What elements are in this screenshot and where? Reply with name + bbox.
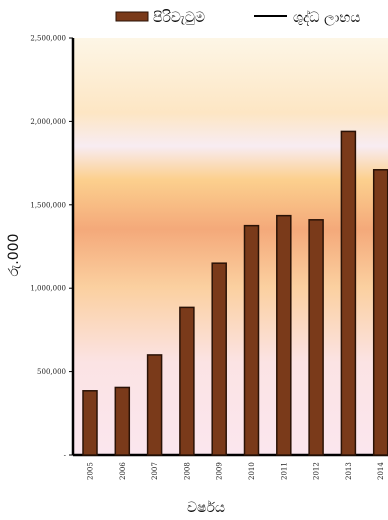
bar-2011 (276, 214, 292, 456)
y-tick-label: 2,500,000 (30, 35, 66, 43)
x-tick-label: 2010 (248, 462, 256, 480)
legend-swatch-turnover (115, 11, 149, 22)
x-tick-label: 2008 (183, 462, 191, 480)
plot-area (73, 38, 388, 454)
legend: පිරිවැටුම ශුද්ධ ලාභය (115, 10, 360, 26)
x-axis-title: වර්ෂය (187, 500, 225, 516)
bar-2006 (114, 386, 131, 456)
x-tick-label: 2009 (216, 462, 224, 480)
bar-2012 (308, 219, 324, 456)
y-axis-title: රු.000 (6, 234, 22, 277)
bar-2014 (372, 169, 388, 456)
y-ticks: - 500,000 1,000,000 1,500,000 2,000,000 2,500… (30, 35, 73, 460)
x-tick-label: 2007 (151, 462, 159, 480)
x-tick-label: 2012 (313, 462, 321, 480)
x-tick-label: 2006 (119, 462, 127, 480)
legend-label-turnover: පිරිවැටුම (153, 10, 205, 26)
y-tick-label: 2,000,000 (30, 118, 66, 126)
y-tick-label: - (64, 452, 67, 460)
y-tick-label: 1,500,000 (30, 201, 66, 209)
x-tick-label: 2013 (345, 462, 353, 480)
x-tick-label: 2005 (87, 462, 95, 480)
legend-label-net-profit: ශුද්ධ ලාභය (293, 10, 360, 26)
bars (82, 130, 388, 456)
x-tick-label: 2014 (377, 462, 385, 480)
x-tick-label: 2011 (280, 462, 288, 480)
y-tick-label: 1,000,000 (30, 285, 66, 293)
bar-2009 (211, 262, 227, 456)
bar-2008 (179, 306, 195, 456)
bar-2013 (340, 130, 357, 456)
bar-2005 (82, 390, 98, 456)
y-tick-label: 500,000 (37, 368, 66, 376)
bar-2010 (243, 224, 260, 456)
x-ticks: 2005 2006 2007 2008 2009 2010 2011 2012 2013 2014 (87, 462, 386, 480)
bar-2007 (146, 354, 163, 456)
